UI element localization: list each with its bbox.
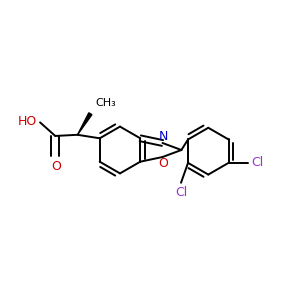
Text: N: N (159, 130, 168, 143)
Polygon shape (77, 113, 92, 135)
Text: O: O (158, 157, 168, 170)
Text: HO: HO (18, 115, 37, 128)
Text: CH₃: CH₃ (96, 98, 116, 108)
Text: O: O (51, 160, 61, 173)
Text: Cl: Cl (175, 186, 187, 200)
Text: Cl: Cl (251, 156, 263, 170)
